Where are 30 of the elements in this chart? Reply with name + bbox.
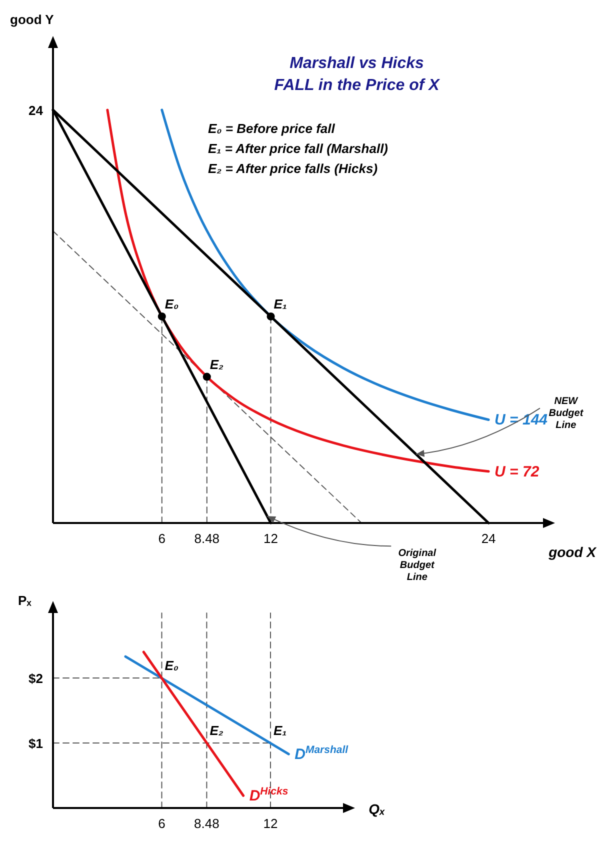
x-tick-label: 8.48	[194, 531, 220, 546]
y-axis-title: good Y	[10, 12, 54, 27]
annotation: E₀	[164, 296, 179, 312]
annotation: E₀ = Before price fall	[208, 121, 336, 136]
y-tick-label: $1	[28, 736, 43, 751]
chart-title: Marshall vs Hicks	[290, 55, 424, 72]
series-label: D$^{Hicks}$	[249, 786, 288, 805]
x-tick-label: 8.48	[194, 816, 220, 831]
annotation: E₁	[274, 296, 288, 312]
annotation: NEW Budget Line	[548, 396, 584, 432]
annotation: E₁ = After price fall (Marshall)	[208, 141, 388, 156]
x-tick-label: 12	[263, 816, 278, 831]
x-tick-label: 12	[264, 531, 278, 546]
x-axis-title: good X	[548, 544, 598, 560]
chart-subtitle: FALL in the Price of X	[274, 77, 441, 94]
series-label: D$^{Marshall}$	[294, 744, 350, 764]
annotation: Original Budget Line	[398, 548, 436, 584]
annotation: E₂	[210, 356, 224, 372]
y-tick-label: $2	[28, 671, 43, 686]
y-axis-title: Pₓ	[18, 593, 32, 608]
annotation: E₂	[210, 723, 224, 738]
series-label: U = 72	[494, 463, 540, 480]
annotation: 24	[28, 102, 44, 118]
annotation: E₂ = After price falls (Hicks)	[208, 161, 378, 176]
x-tick-label: 6	[158, 816, 166, 831]
annotation: E₀	[164, 658, 179, 673]
x-tick-label: 6	[158, 531, 166, 546]
x-tick-label: 24	[481, 531, 496, 546]
annotation: E₁	[274, 723, 287, 738]
x-axis-title: Qₓ	[368, 801, 386, 817]
